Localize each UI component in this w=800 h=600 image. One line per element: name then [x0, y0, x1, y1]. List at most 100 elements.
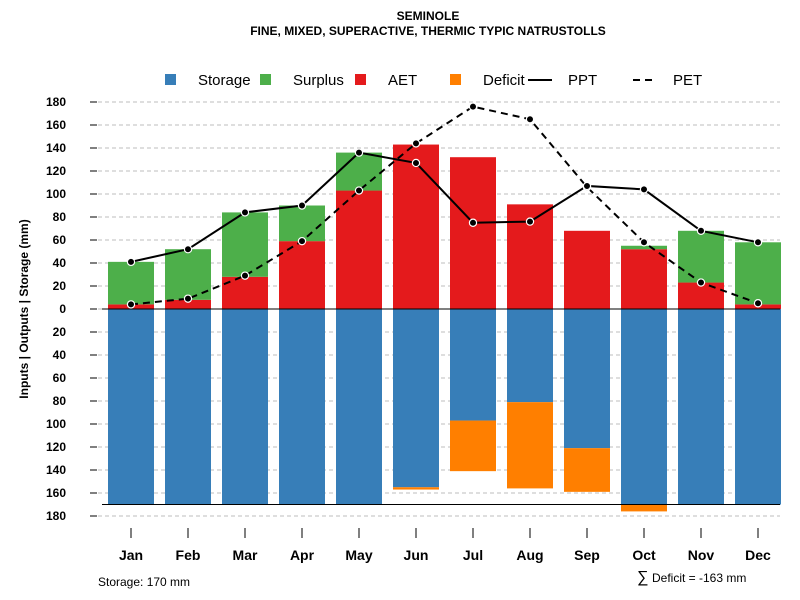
pet-point	[468, 102, 478, 111]
ppt-point	[411, 158, 421, 168]
storage-bar	[336, 309, 382, 505]
aet-bar	[450, 157, 496, 309]
ppt-point	[525, 217, 535, 226]
y-tick-label: 80	[53, 210, 67, 224]
surplus-bar	[279, 205, 325, 242]
y-tick-label: 60	[53, 371, 67, 385]
y-tick-label: 20	[53, 325, 67, 339]
legend: Storage Surplus AET Deficit PPT PET	[165, 72, 702, 89]
deficit-bar	[564, 448, 610, 492]
pet-point	[639, 238, 649, 247]
x-tick-label: Jun	[404, 547, 429, 563]
deficit-bar	[507, 402, 553, 489]
y-tick-label: 40	[53, 256, 67, 270]
chart-subtitle: FINE, MIXED, SUPERACTIVE, THERMIC TYPIC …	[250, 24, 606, 38]
legend-swatch	[165, 74, 176, 85]
pet-point	[183, 294, 193, 303]
surplus-bar	[678, 230, 724, 283]
aet-bar	[564, 230, 610, 309]
y-tick-label: 0	[59, 302, 66, 316]
pet-point	[411, 139, 421, 148]
bars	[102, 144, 781, 512]
ppt-point	[297, 201, 307, 210]
y-axis-label: Inputs | Outputs | Storage (mm)	[17, 219, 31, 398]
pet-point	[354, 186, 364, 195]
storage-bar	[621, 309, 667, 505]
aet-bar	[279, 241, 325, 309]
legend-swatch	[260, 74, 271, 85]
storage-bar	[222, 309, 268, 505]
ppt-point	[126, 257, 136, 267]
aet-bar	[393, 144, 439, 309]
x-tick-label: Sep	[574, 547, 600, 563]
pet-point	[240, 271, 250, 280]
aet-bar	[621, 249, 667, 309]
legend-label: PPT	[568, 72, 597, 89]
y-tick-label: 140	[46, 463, 66, 477]
ppt-point	[240, 208, 250, 217]
y-tick-label: 120	[46, 440, 66, 454]
x-axis: Jan Feb Mar Apr May Jun Jul Aug Sep Oct Nov Dec	[119, 528, 771, 563]
pet-line	[130, 105, 759, 306]
storage-bar	[108, 309, 154, 505]
surplus-bar	[165, 249, 211, 300]
storage-bar	[564, 309, 610, 449]
y-tick-label: 40	[53, 348, 67, 362]
legend-label: Surplus	[293, 72, 344, 89]
y-tick-label: 180	[46, 95, 66, 109]
y-tick-label: 140	[46, 141, 66, 155]
x-tick-label: Dec	[745, 547, 771, 563]
storage-bar	[507, 309, 553, 403]
storage-bar	[450, 309, 496, 421]
chart-title: SEMINOLE	[397, 9, 460, 23]
storage-bar	[678, 309, 724, 505]
legend-label: Storage	[198, 72, 251, 89]
legend-label: Deficit	[483, 72, 526, 89]
x-tick-label: Oct	[632, 547, 656, 563]
x-tick-label: Nov	[688, 547, 715, 563]
surplus-bar	[336, 152, 382, 191]
y-tick-label: 160	[46, 118, 66, 132]
x-tick-label: May	[345, 547, 372, 563]
ppt-point	[354, 148, 364, 157]
surplus-bar	[735, 242, 781, 305]
x-tick-label: Jan	[119, 547, 143, 563]
deficit-bar	[450, 420, 496, 472]
storage-bar	[165, 309, 211, 505]
y-tick-label: 120	[46, 164, 66, 178]
y-tick-label: 20	[53, 279, 67, 293]
ppt-point	[183, 244, 193, 254]
ppt-point	[468, 218, 478, 227]
y-tick-label: 180	[46, 509, 66, 523]
y-axis: 180 160 140 120 100 80 60 40 20 0 20 40 60 80 100 120 14…	[46, 95, 97, 523]
surplus-bar	[621, 245, 667, 250]
y-tick-label: 160	[46, 486, 66, 500]
x-tick-label: Mar	[233, 547, 258, 563]
deficit-bar	[393, 487, 439, 490]
legend-label: PET	[673, 72, 702, 89]
aet-bar	[165, 299, 211, 309]
legend-swatch	[450, 74, 461, 85]
ppt-line	[130, 151, 759, 263]
pet-point	[753, 299, 763, 308]
storage-bar	[279, 309, 325, 505]
pet-point	[696, 278, 706, 287]
legend-swatch	[355, 74, 366, 85]
y-tick-label: 60	[53, 233, 67, 247]
deficit-total: Deficit = -163 mm	[652, 571, 746, 585]
x-tick-label: Feb	[176, 547, 201, 563]
y-tick-label: 100	[46, 187, 66, 201]
pet-point	[525, 115, 535, 124]
pet-point	[297, 236, 307, 246]
y-tick-label: 80	[53, 394, 67, 408]
storage-bar	[393, 309, 439, 488]
storage-note: Storage: 170 mm	[98, 575, 190, 589]
lines	[126, 102, 763, 309]
x-tick-label: Apr	[290, 547, 315, 563]
ppt-point	[753, 238, 763, 247]
y-tick-label: 100	[46, 417, 66, 431]
legend-label: AET	[388, 72, 417, 89]
x-tick-label: Jul	[463, 547, 483, 563]
sum-icon: ∑	[637, 569, 648, 586]
